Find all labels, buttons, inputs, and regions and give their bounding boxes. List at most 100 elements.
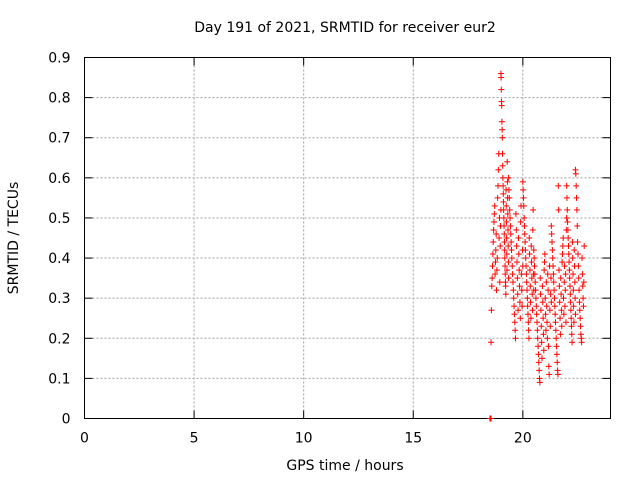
data-point	[578, 339, 585, 346]
data-point	[516, 283, 523, 290]
data-point	[490, 226, 497, 233]
data-point	[491, 202, 498, 209]
data-point	[555, 206, 562, 213]
data-point	[531, 263, 538, 270]
y-tick-label: 0.1	[48, 371, 70, 387]
data-point	[508, 239, 515, 246]
data-point	[520, 194, 527, 201]
data-point	[574, 239, 581, 246]
data-point	[511, 303, 518, 310]
data-point	[512, 210, 519, 217]
data-point	[579, 255, 586, 262]
data-point	[574, 222, 581, 229]
data-point	[573, 206, 580, 213]
data-point	[571, 279, 578, 286]
data-point	[490, 218, 497, 225]
data-point	[524, 295, 531, 302]
data-point	[580, 279, 587, 286]
data-point	[548, 299, 555, 306]
data-point	[505, 243, 512, 250]
data-point	[488, 307, 495, 314]
data-point	[564, 218, 571, 225]
data-point	[561, 303, 568, 310]
data-point	[494, 194, 501, 201]
data-point	[535, 343, 542, 350]
data-point	[577, 315, 584, 322]
data-point	[488, 339, 495, 346]
data-point	[557, 275, 564, 282]
data-point	[539, 283, 546, 290]
data-point	[554, 371, 561, 378]
data-point	[516, 299, 523, 306]
data-point	[499, 150, 506, 157]
plot-frame	[84, 57, 611, 419]
data-point	[553, 335, 560, 342]
data-point	[489, 275, 496, 282]
data-point	[564, 206, 571, 213]
data-point	[493, 230, 500, 237]
data-point	[505, 174, 512, 181]
data-point	[498, 86, 505, 93]
data-point	[542, 311, 549, 318]
data-point	[553, 343, 560, 350]
data-point	[500, 182, 507, 189]
data-point	[563, 194, 570, 201]
data-point	[545, 343, 552, 350]
data-point	[550, 263, 557, 270]
data-point	[565, 251, 572, 258]
data-point	[535, 351, 542, 358]
data-point	[515, 251, 522, 258]
data-point	[494, 182, 501, 189]
data-point	[541, 267, 548, 274]
data-point	[513, 226, 520, 233]
data-point	[547, 291, 554, 298]
data-point	[501, 239, 508, 246]
data-point	[528, 275, 535, 282]
data-point	[511, 311, 518, 318]
x-tick-label: 5	[190, 431, 199, 447]
data-point	[542, 327, 549, 334]
data-point	[566, 259, 573, 266]
data-point	[494, 255, 501, 262]
data-point	[501, 230, 508, 237]
data-point	[519, 303, 526, 310]
axis-ticks: 0 0.1 0.2 0.3 0.4 0.5 0.6 0.7 0.8 0.9 0 5 10 15 20	[48, 51, 611, 447]
data-point	[529, 291, 536, 298]
data-point	[527, 315, 534, 322]
data-point	[501, 247, 508, 254]
data-point	[499, 134, 506, 141]
data-point	[528, 243, 535, 250]
data-point	[502, 283, 509, 290]
data-point	[513, 243, 520, 250]
data-point	[518, 271, 525, 278]
data-point	[523, 279, 530, 286]
data-point	[560, 295, 567, 302]
data-point	[575, 263, 582, 270]
data-point	[532, 287, 539, 294]
data-point	[546, 307, 553, 314]
data-point	[543, 279, 550, 286]
x-tick-label: 15	[404, 431, 422, 447]
data-point	[510, 287, 517, 294]
data-point	[568, 315, 575, 322]
data-point	[535, 359, 542, 366]
data-point	[529, 226, 536, 233]
data-point	[504, 178, 511, 185]
data-point	[524, 303, 531, 310]
data-point	[563, 182, 570, 189]
data-point	[540, 347, 547, 354]
data-point	[515, 235, 522, 241]
data-point	[572, 311, 579, 318]
y-tick-label: 0.8	[48, 91, 70, 107]
data-point	[536, 379, 543, 386]
data-point	[576, 287, 583, 294]
data-point	[496, 279, 503, 286]
data-point	[558, 291, 565, 298]
y-axis-label: SRMTID / TECUs	[6, 182, 22, 295]
y-tick-label: 0.3	[48, 291, 70, 307]
x-axis-label: GPS time / hours	[286, 458, 403, 474]
data-point	[506, 194, 513, 201]
data-point	[501, 255, 508, 262]
data-point	[498, 118, 505, 125]
data-point	[504, 267, 511, 274]
